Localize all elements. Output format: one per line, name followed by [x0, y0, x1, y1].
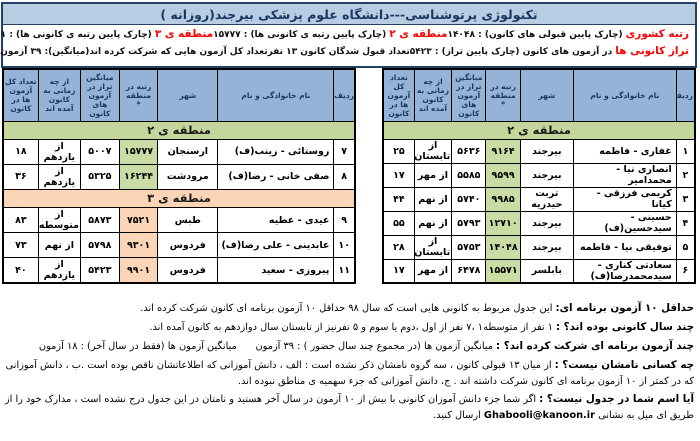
- footer-note: حداقل ۱۰ آزمون برنامه ای:این جدول مربوط …: [141, 302, 695, 314]
- stat-region3-label: منطقه ی ۳: [155, 28, 215, 40]
- header-box: تکنولوژی پرتوشناسی---دانشگاه علوم پزشکی …: [0, 2, 698, 68]
- results-table-right: ردیف نام خانوادگی و نام شهر رتبه در منطق…: [383, 68, 697, 284]
- stat-total-exams-avg: تعداد کل آزمون هایی که شرکت کرده اند(میا…: [1, 47, 269, 57]
- stat-region2-label: منطقه ی ۲: [390, 28, 449, 40]
- col-header-rank: رتبه در منطقه *: [486, 68, 522, 122]
- table-row: ۸ صفی خانی - رضا(ف) مرودشت ۱۶۲۴۴ ۵۳۲۵ از یازد…: [3, 163, 357, 190]
- note-lead: چند آزمون برنامه ای شرکت کرده اند؟ :: [497, 339, 695, 352]
- email-suffix: ارسال کنید.: [434, 409, 482, 421]
- col-header-name: نام خانوادگی و نام: [573, 68, 678, 122]
- table-row: ۴ حسینی - سیدحسین(ف) بیرجند ۱۲۷۱۰ ۵۷۹۳ از نهم…: [383, 210, 697, 236]
- col-header-row-number: ردیف: [676, 68, 697, 122]
- region2-band: منطقه ی ۲: [383, 120, 697, 140]
- region3-band: منطقه ی ۳: [3, 188, 357, 209]
- table-row: ۷ روستائی - زینب(ف) ارسنجان ۱۵۷۷۷ ۵۰۰۷ از یاز…: [3, 138, 357, 165]
- contact-email[interactable]: Ghabooli@kanoon.ir: [484, 409, 596, 421]
- table-row: ۱ غفاری - فاطمه بیرجند ۹۱۶۴ ۵۶۳۶ از تابستان ۲۵: [383, 138, 697, 164]
- footer-note: چند سال کانونی بوده اند؟ :۱ نفر از متوسط…: [150, 320, 695, 333]
- results-tables: ردیف نام خانوادگی و نام شهر رتبه در منطق…: [3, 68, 697, 284]
- stat-national-rank-label: رتبه کشوری: [626, 28, 690, 40]
- note-lead: حداقل ۱۰ آزمون برنامه ای:: [556, 302, 695, 314]
- summary-row-2: تراز کانونی هادر آزمون های کانون (چارک پ…: [0, 45, 690, 62]
- footer-note: آیا اسم شما در جدول نیست؟ :اگر شما جزء د…: [5, 392, 695, 421]
- col-header-total-exams: تعداد کل آزمون ها در کانون: [3, 68, 40, 122]
- summary-stats: رتبه کشوری(چارک پایین قبولی های کانون) :…: [0, 25, 696, 66]
- col-header-total-exams: تعداد کل آزمون ها در کانون: [383, 68, 416, 122]
- col-header-since: از چه زمانی به کانون آمده اند: [414, 68, 454, 122]
- table-row: ۵ توفیقی نیا - فاطمه بیرجند ۱۴۰۴۸ ۵۷۵۳ از تاب…: [383, 234, 697, 260]
- col-header-avg-score: میانگین تراز در آزمون های کانون: [452, 68, 488, 122]
- region2-band: منطقه ی ۲: [3, 120, 357, 140]
- col-header-rank: رتبه در منطقه *: [119, 68, 160, 122]
- table-header-row: ردیف نام خانوادگی و نام شهر رتبه در منطق…: [3, 68, 357, 122]
- footer-note: چند آزمون برنامه ای شرکت کرده اند؟ :میان…: [39, 339, 695, 352]
- table-row: ۱۱ پیروزی - سعید فردوس ۹۹۰۱ ۵۴۲۳ از یازدهم ۴۰: [3, 257, 357, 284]
- stat-admitted-count: تعداد قبول شدگان کانون ۱۳ نفر: [268, 47, 411, 57]
- col-header-name: نام خانوادگی و نام: [218, 68, 336, 122]
- col-header-row-number: ردیف: [334, 68, 357, 122]
- stat-score-quartile: تراز کانونی هادر آزمون های کانون (چارک پ…: [410, 45, 690, 57]
- col-header-avg-score: میانگین تراز در آزمون های کانون: [80, 68, 121, 122]
- summary-row-1: رتبه کشوری(چارک پایین قبولی های کانون) :…: [0, 28, 691, 45]
- note-lead: چه کسانی نامشان نیست؟ :: [555, 358, 695, 371]
- col-header-city: شهر: [520, 68, 575, 122]
- stat-over-one-year: بیش از ۱ سال حضور در آزمون های کانون: ۸ …: [0, 47, 1, 57]
- footer-notes: حداقل ۱۰ آزمون برنامه ای:این جدول مربوط …: [5, 301, 695, 426]
- note-lead: چند سال کانونی بوده اند؟ :: [556, 320, 695, 333]
- stat-national-rank: رتبه کشوری(چارک پایین قبولی های کانون) :…: [448, 28, 691, 40]
- stat-region2-rank: منطقه ی ۲(چارک پایین رتبه ی کانونی ها) :…: [214, 28, 449, 40]
- table-row: ۱۰ عابدینی - علی رضا(ف) فردوس ۹۳۰۱ ۵۷۹۸ از نه…: [3, 232, 357, 259]
- table-row: ۲ انصاری نیا - محمدامیر بیرجند ۹۵۹۹ ۵۵۸۵ از م…: [383, 162, 697, 188]
- col-header-city: شهر: [158, 68, 220, 122]
- note-lead: آیا اسم شما در جدول نیست؟ :: [540, 392, 695, 405]
- table-row: ۳ کریمی فرزقی - کیانا تربت حیدریه ۹۹۸۵ ۵۷۴۰ ا…: [383, 186, 697, 212]
- stat-score-label: تراز کانونی ها: [616, 45, 690, 57]
- page-title: تکنولوژی پرتوشناسی---دانشگاه علوم پزشکی …: [4, 4, 696, 25]
- col-header-since: از چه زمانی به کانون آمده اند: [38, 68, 82, 122]
- stat-region3-rank: منطقه ی ۳(چارک پایین رتبه ی کانونی ها) :…: [0, 28, 215, 40]
- footer-note: چه کسانی نامشان نیست؟ :از میان ۱۳ قبولی …: [6, 358, 695, 387]
- table-row: ۶ سعادتی کناری - سیدمحمدرضا(ف) بابلسر ۱۵۵۷۱…: [383, 258, 697, 284]
- results-table-left: ردیف نام خانوادگی و نام شهر رتبه در منطق…: [3, 68, 357, 284]
- table-header-row: ردیف نام خانوادگی و نام شهر رتبه در منطق…: [383, 68, 697, 122]
